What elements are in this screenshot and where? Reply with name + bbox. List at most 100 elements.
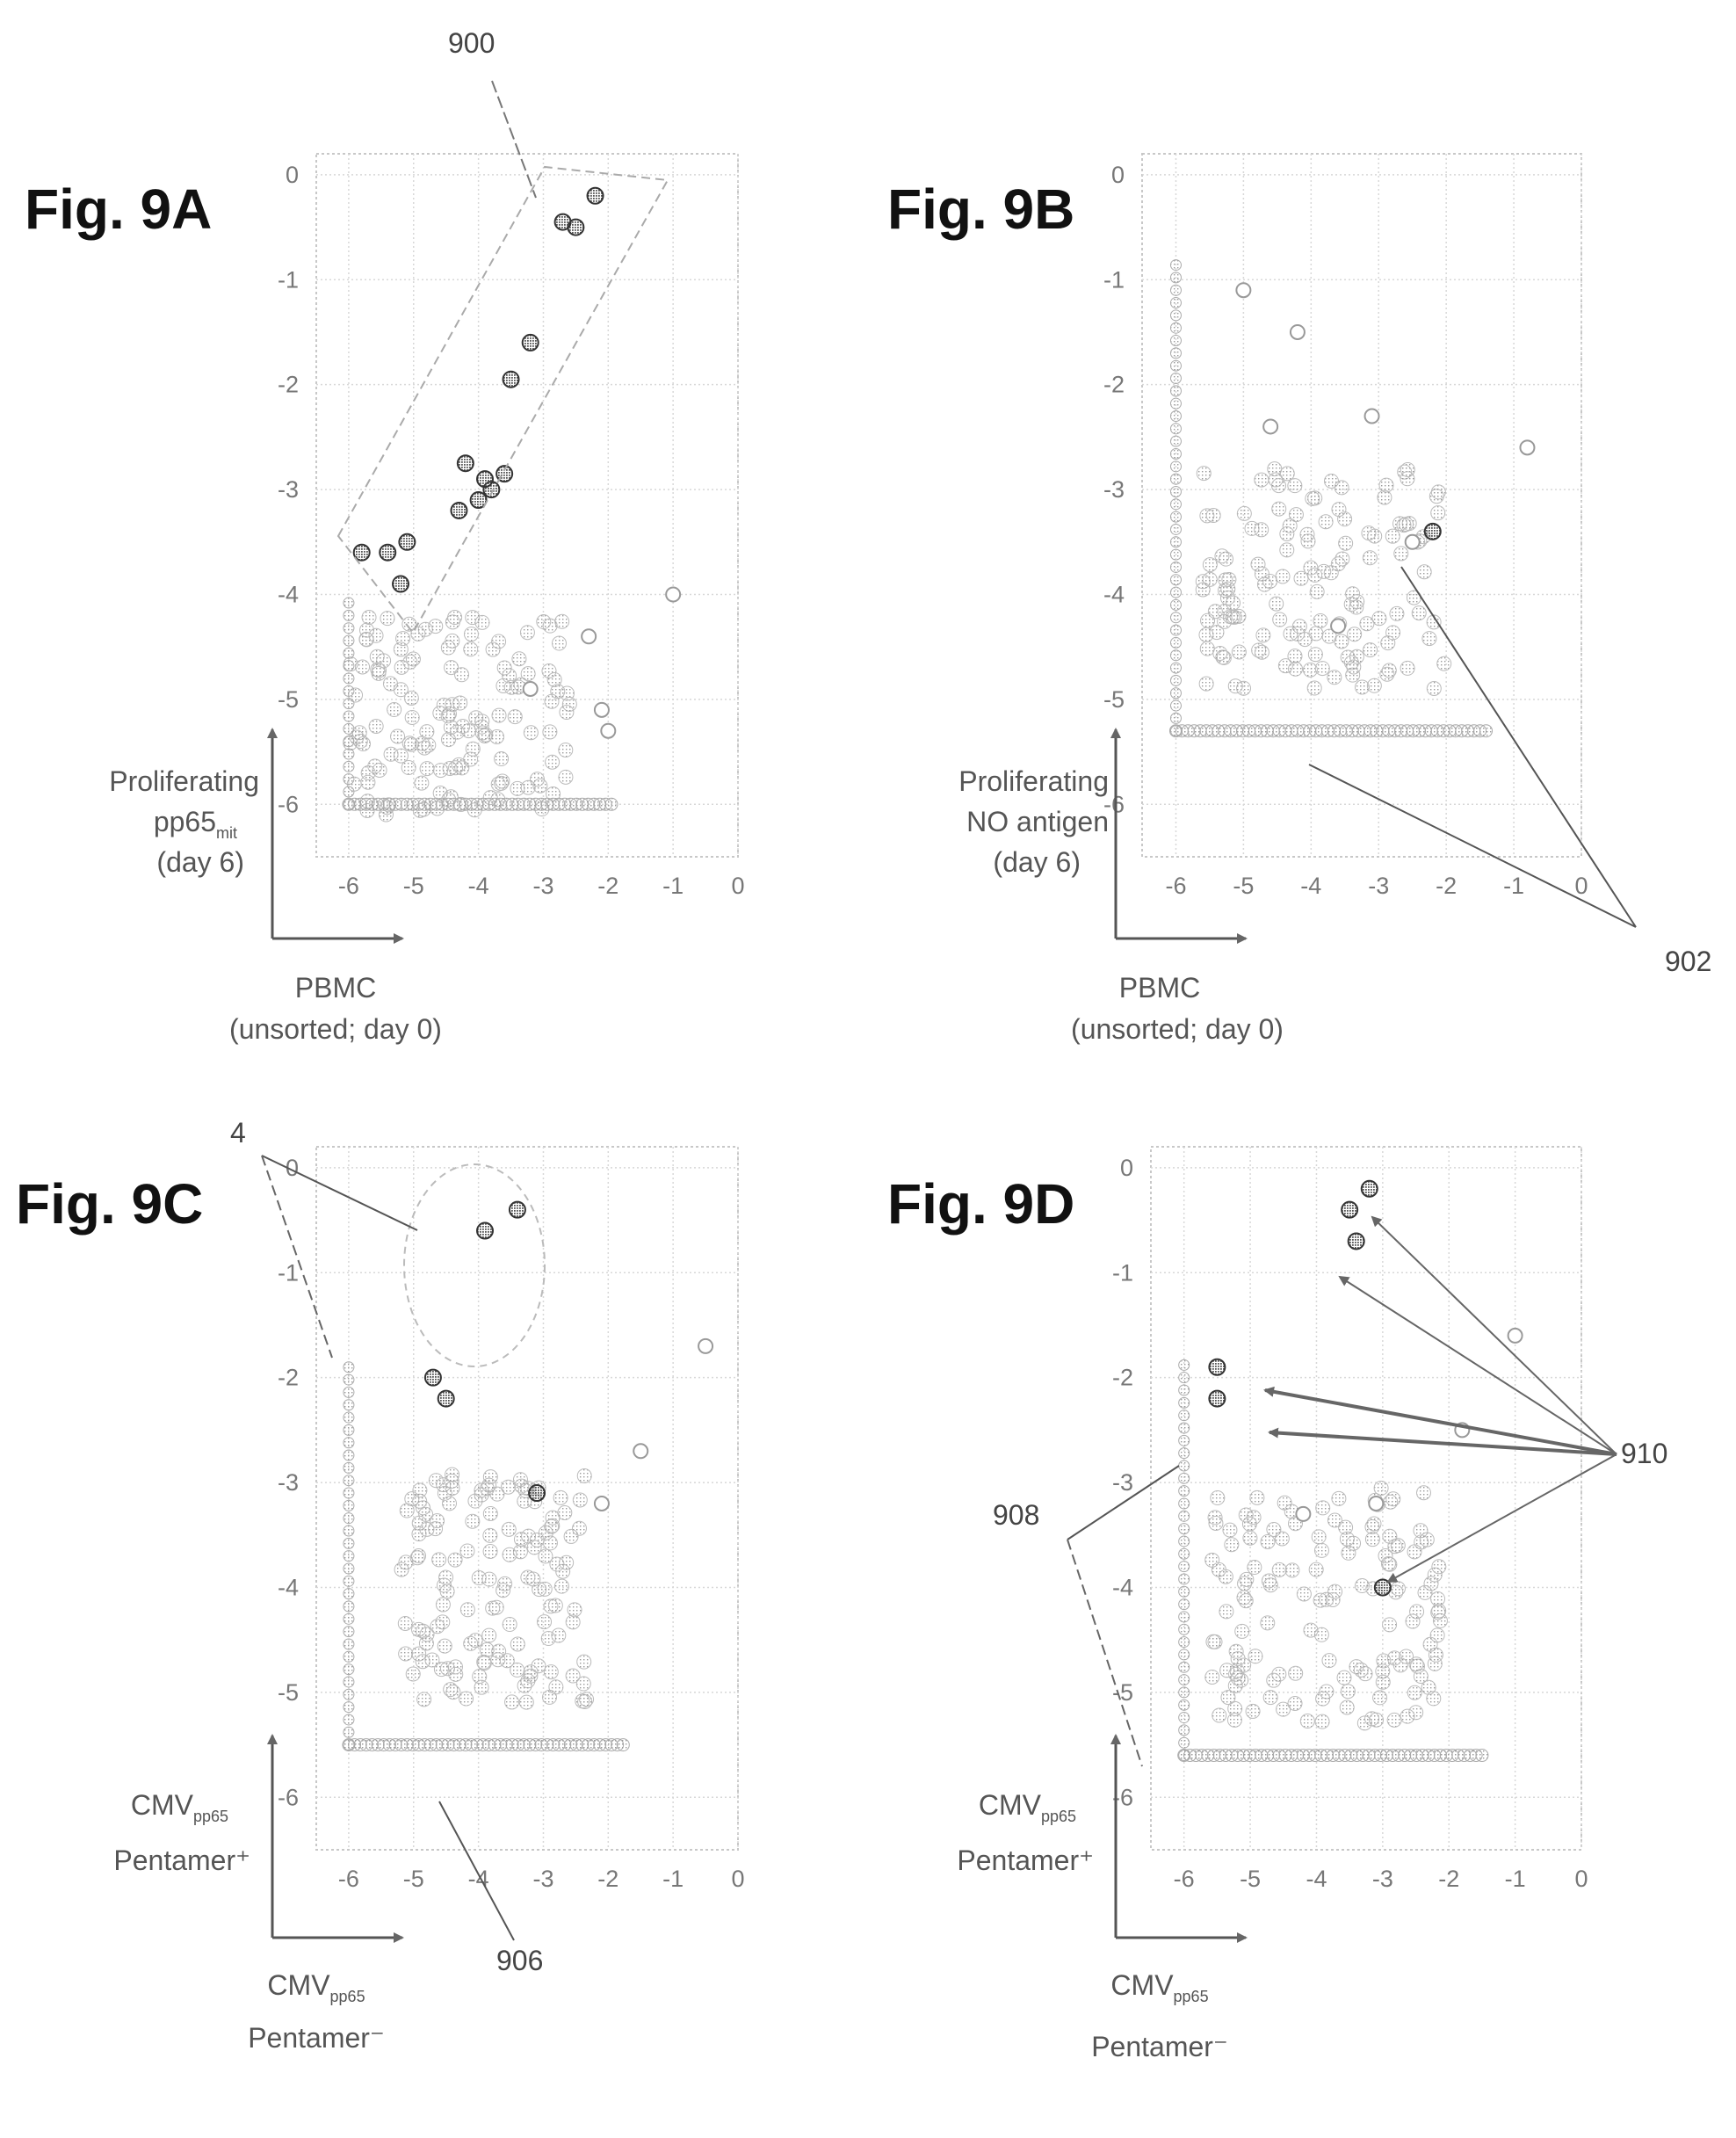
x-tick-label: -3 [532, 1866, 553, 1892]
plot-frame [315, 153, 739, 858]
x-tick-label: -3 [1368, 873, 1389, 899]
background-event [1327, 670, 1342, 685]
background-event [355, 659, 371, 675]
axis-event [1169, 612, 1182, 624]
background-event [474, 614, 490, 630]
background-event [576, 1654, 592, 1670]
leader-line [438, 1801, 515, 1941]
background-event [1288, 1665, 1304, 1681]
background-event [1345, 667, 1361, 683]
background-event [419, 724, 435, 740]
x-tick-label: -1 [662, 873, 684, 899]
background-event [495, 1583, 511, 1598]
data-point [1507, 1327, 1523, 1344]
background-event [1400, 471, 1415, 487]
y-axis-label-line-1: CMVpp65 [131, 1789, 228, 1825]
axis-event [1178, 1447, 1190, 1460]
background-event [479, 1642, 495, 1657]
y-tick-labels: 0 -1 -2 -3 -4 -5 -6 [278, 1155, 299, 1810]
background-event [1349, 649, 1364, 664]
axis-event [343, 1588, 355, 1600]
background-event [1239, 1571, 1255, 1587]
background-event [1307, 490, 1323, 506]
reference-numeral-910: 910 [1621, 1438, 1667, 1469]
axis-event [1178, 1359, 1190, 1371]
background-event [503, 679, 519, 695]
x-axis-label-line-1: CMVpp65 [1110, 1969, 1208, 2005]
axis-event [1178, 1686, 1190, 1699]
axis-event [1178, 1535, 1190, 1547]
highlighted-point [528, 1484, 546, 1503]
y-axis-label-line-2: NO antigen [966, 806, 1109, 837]
background-event [1205, 508, 1221, 524]
panel-9c: Fig. 9C 0 -1 -2 -3 -4 -5 -6 -6 -5 -4 -3 -2 -1 0 CMVp… [16, 1117, 745, 2054]
background-event [502, 1547, 517, 1562]
leader-line [1067, 1539, 1143, 1767]
background-event [1254, 522, 1269, 538]
background-event [1367, 528, 1383, 544]
background-event [518, 1694, 534, 1710]
x-tick-label: -1 [662, 1866, 684, 1892]
background-event [1195, 582, 1211, 598]
axis-event [1178, 1396, 1190, 1409]
data-point [1295, 1505, 1312, 1522]
background-event [1199, 641, 1215, 656]
axis-event [343, 748, 355, 760]
background-event [1386, 1712, 1402, 1728]
background-event [397, 1615, 413, 1631]
background-event [1387, 1539, 1403, 1555]
axis-event [343, 685, 355, 697]
leader-line [1400, 566, 1637, 928]
background-event [445, 1467, 460, 1482]
background-event [1311, 1529, 1327, 1545]
background-event [1287, 478, 1303, 494]
axis-event [1178, 1699, 1190, 1711]
highlighted-point [398, 533, 416, 551]
data-point [1330, 618, 1347, 634]
x-axis-label-line-1: PBMC [1119, 972, 1200, 1004]
axis-event [1178, 1736, 1190, 1749]
background-event [433, 763, 449, 779]
background-event [1266, 1672, 1282, 1688]
axis-event [1169, 523, 1182, 535]
x-tick-label: -4 [1300, 873, 1321, 899]
axis-event [343, 710, 355, 722]
axis-event [343, 1361, 355, 1373]
y-tick-label: -1 [278, 266, 299, 293]
background-event [551, 1627, 567, 1643]
background-event [1198, 676, 1214, 692]
axis-event [1169, 662, 1182, 674]
background-event [1275, 569, 1291, 584]
axis-arrows [267, 728, 404, 944]
background-event [1248, 1649, 1263, 1664]
background-event [369, 649, 385, 664]
plot-frame [1141, 153, 1582, 858]
background-event [1274, 1531, 1290, 1547]
y-tick-label: -3 [1112, 1469, 1133, 1496]
background-event [1315, 1691, 1331, 1707]
background-event [435, 1597, 451, 1613]
data-point [593, 1495, 610, 1511]
background-event [416, 1692, 432, 1707]
background-event [1293, 570, 1309, 586]
fig-label: Fig. 9D [887, 1172, 1074, 1236]
background-event [545, 1518, 561, 1533]
background-event [1416, 564, 1432, 580]
highlighted-point [423, 1368, 442, 1387]
background-event [1202, 557, 1218, 573]
background-event [510, 1636, 525, 1652]
background-event [1415, 1485, 1431, 1501]
axis-event [1178, 1573, 1190, 1585]
background-event [575, 1676, 591, 1692]
x-tick-label: 0 [731, 873, 744, 899]
background-event [428, 619, 444, 634]
x-tick-labels: -6 -5 -4 -3 -2 -1 0 [338, 873, 745, 899]
axis-event [1169, 423, 1182, 435]
background-event [1271, 478, 1287, 494]
background-event [520, 1569, 536, 1585]
background-event [1196, 466, 1212, 482]
background-event [501, 1479, 517, 1495]
y-tick-label: -3 [278, 1469, 299, 1496]
background-event [361, 610, 377, 626]
background-event [523, 725, 539, 741]
